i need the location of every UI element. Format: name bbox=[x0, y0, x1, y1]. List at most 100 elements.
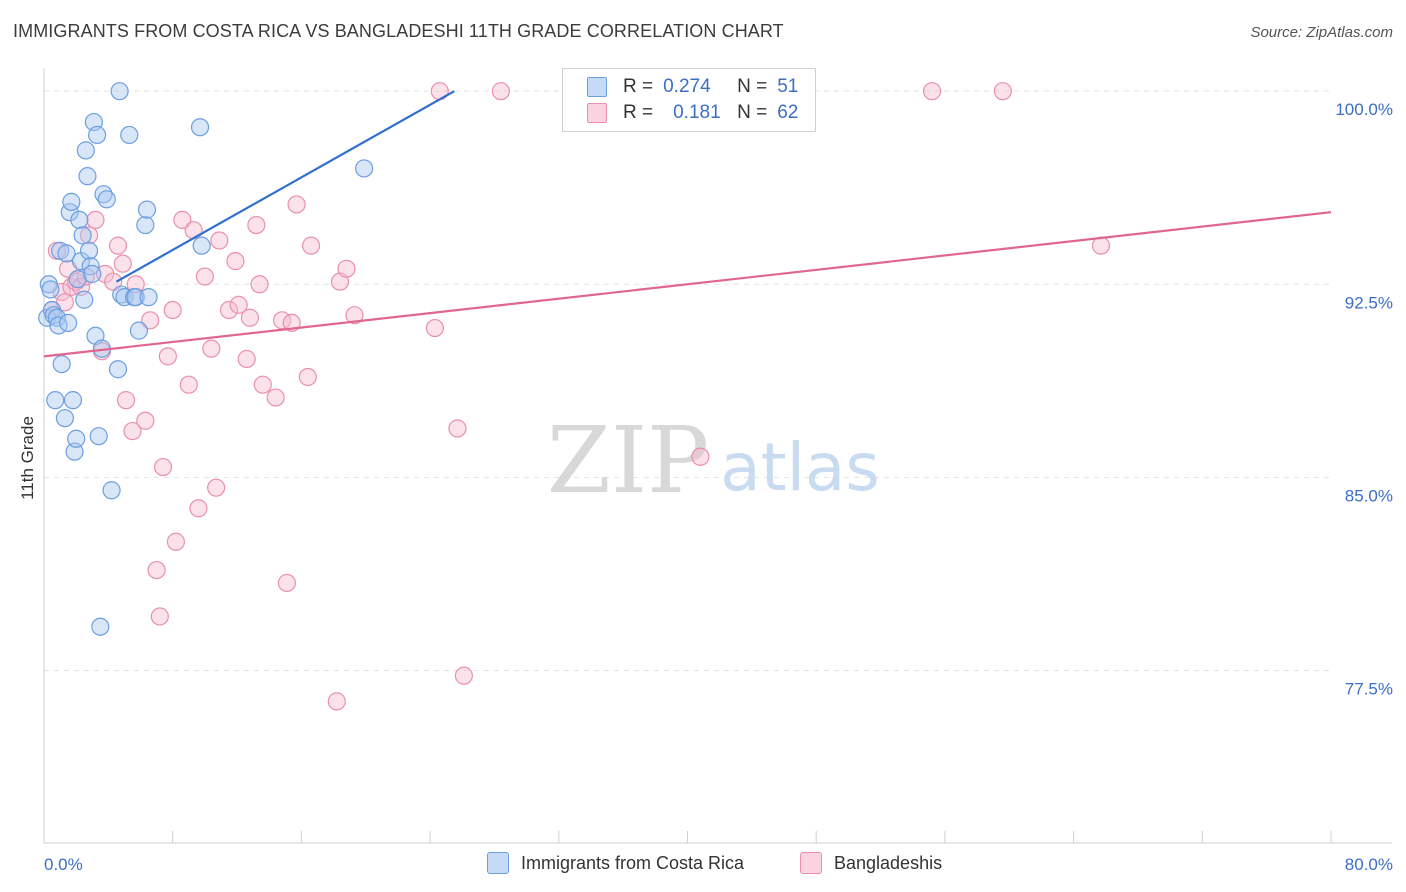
legend-swatch-blue bbox=[487, 852, 509, 874]
point-bangladeshis bbox=[189, 499, 208, 518]
point-bangladeshis bbox=[922, 82, 942, 101]
point-bangladeshis bbox=[250, 275, 269, 294]
point-costa-rica bbox=[73, 226, 92, 245]
point-bangladeshis bbox=[141, 311, 160, 330]
point-costa-rica bbox=[67, 429, 86, 448]
point-costa-rica bbox=[108, 360, 128, 379]
point-costa-rica bbox=[91, 617, 110, 636]
point-bangladeshis bbox=[153, 457, 173, 477]
trend-line-costa-rica bbox=[115, 90, 455, 283]
point-bangladeshis bbox=[266, 388, 285, 407]
point-costa-rica bbox=[87, 125, 107, 145]
legend-r-label: R = bbox=[623, 102, 654, 123]
legend-row-bangladeshis: R = 0.181 N = 62 bbox=[587, 101, 798, 125]
point-costa-rica bbox=[76, 141, 95, 160]
legend-swatch-pink bbox=[587, 103, 607, 123]
point-costa-rica bbox=[52, 354, 71, 374]
series-legend: Immigrants from Costa Rica Bangladeshis bbox=[0, 852, 1406, 878]
point-bangladeshis bbox=[147, 560, 166, 580]
source-label: Source: ZipAtlas.com bbox=[1250, 24, 1393, 41]
legend-item-costa-rica[interactable]: Immigrants from Costa Rica bbox=[487, 852, 744, 874]
point-bangladeshis bbox=[219, 300, 239, 320]
point-costa-rica bbox=[94, 185, 113, 204]
point-costa-rica bbox=[190, 118, 210, 137]
point-costa-rica bbox=[110, 82, 129, 101]
watermark-atlas: atlas bbox=[720, 429, 880, 506]
x-tick-label-max: 80.0% bbox=[1345, 855, 1393, 874]
point-bangladeshis bbox=[179, 375, 198, 394]
axes bbox=[43, 68, 1392, 844]
point-bangladeshis bbox=[229, 295, 248, 314]
point-bangladeshis bbox=[345, 306, 364, 325]
point-bangladeshis bbox=[226, 252, 245, 271]
legend-row-costa-rica: R = 0.274 N = 51 bbox=[587, 75, 798, 99]
point-bangladeshis bbox=[993, 82, 1012, 101]
point-bangladeshis bbox=[247, 215, 266, 235]
trend-line-bangladeshis bbox=[43, 211, 1332, 358]
legend-r-value: 0.274 bbox=[663, 76, 711, 97]
gridlines bbox=[44, 90, 1331, 671]
point-costa-rica bbox=[83, 264, 102, 284]
point-bangladeshis bbox=[79, 226, 99, 245]
point-bangladeshis bbox=[123, 421, 142, 441]
point-bangladeshis bbox=[158, 347, 177, 366]
tick-labels: 77.5% 85.0% 92.5% 100.0% 0.0% 80.0% bbox=[44, 100, 1393, 874]
point-costa-rica bbox=[136, 215, 155, 235]
chart-title: IMMIGRANTS FROM COSTA RICA VS BANGLADESH… bbox=[13, 21, 784, 41]
point-costa-rica bbox=[63, 391, 83, 410]
y-tick-label: 85.0% bbox=[1345, 486, 1393, 505]
point-bangladeshis bbox=[425, 318, 445, 338]
point-bangladeshis bbox=[337, 259, 356, 278]
point-costa-rica bbox=[120, 125, 139, 145]
point-costa-rica bbox=[89, 427, 108, 446]
legend-swatch-pink bbox=[800, 852, 822, 874]
point-costa-rica bbox=[137, 200, 157, 219]
point-costa-rica bbox=[129, 321, 149, 340]
point-costa-rica bbox=[78, 167, 97, 186]
point-costa-rica bbox=[102, 481, 121, 500]
legend-n-label: N = bbox=[737, 76, 768, 97]
stats-legend: R = 0.274 N = 51 R = 0.181 N = 62 bbox=[562, 68, 816, 132]
point-costa-rica bbox=[192, 236, 211, 255]
point-bangladeshis bbox=[166, 532, 186, 551]
point-bangladeshis bbox=[116, 391, 136, 410]
point-costa-rica bbox=[355, 159, 374, 178]
point-bangladeshis bbox=[150, 607, 169, 626]
point-bangladeshis bbox=[173, 210, 192, 230]
point-costa-rica bbox=[70, 210, 89, 230]
x-tick-label-min: 0.0% bbox=[44, 855, 83, 874]
point-bangladeshis bbox=[253, 375, 272, 394]
point-bangladeshis bbox=[195, 267, 214, 286]
point-bangladeshis bbox=[163, 300, 182, 320]
legend-r-value: 0.181 bbox=[673, 102, 721, 123]
legend-item-bangladeshis[interactable]: Bangladeshis bbox=[800, 852, 942, 874]
point-bangladeshis bbox=[104, 272, 123, 291]
point-bangladeshis bbox=[277, 573, 297, 593]
legend-n-value: 51 bbox=[777, 76, 799, 97]
series-costa-rica bbox=[38, 82, 374, 636]
point-bangladeshis bbox=[240, 308, 260, 327]
point-bangladeshis bbox=[202, 339, 221, 358]
point-bangladeshis bbox=[86, 210, 105, 230]
point-bangladeshis bbox=[327, 692, 346, 711]
y-tick-label: 92.5% bbox=[1345, 293, 1393, 312]
point-costa-rica bbox=[79, 241, 99, 260]
legend-n-label: N = bbox=[737, 102, 768, 123]
point-bangladeshis bbox=[691, 447, 710, 466]
y-tick-label: 77.5% bbox=[1345, 679, 1393, 698]
series-bangladeshis bbox=[42, 82, 1111, 711]
y-tick-label: 100.0% bbox=[1335, 100, 1393, 119]
point-bangladeshis bbox=[136, 411, 155, 430]
point-bangladeshis bbox=[184, 221, 203, 240]
point-bangladeshis bbox=[301, 236, 321, 255]
point-bangladeshis bbox=[237, 349, 256, 369]
legend-label: Immigrants from Costa Rica bbox=[521, 852, 745, 873]
point-costa-rica bbox=[47, 308, 66, 327]
point-costa-rica bbox=[57, 244, 76, 263]
watermark: ZIP atlas bbox=[547, 407, 880, 514]
point-costa-rica bbox=[68, 270, 87, 289]
point-bangladeshis bbox=[287, 195, 306, 214]
point-costa-rica bbox=[46, 391, 65, 410]
point-costa-rica bbox=[81, 257, 100, 276]
